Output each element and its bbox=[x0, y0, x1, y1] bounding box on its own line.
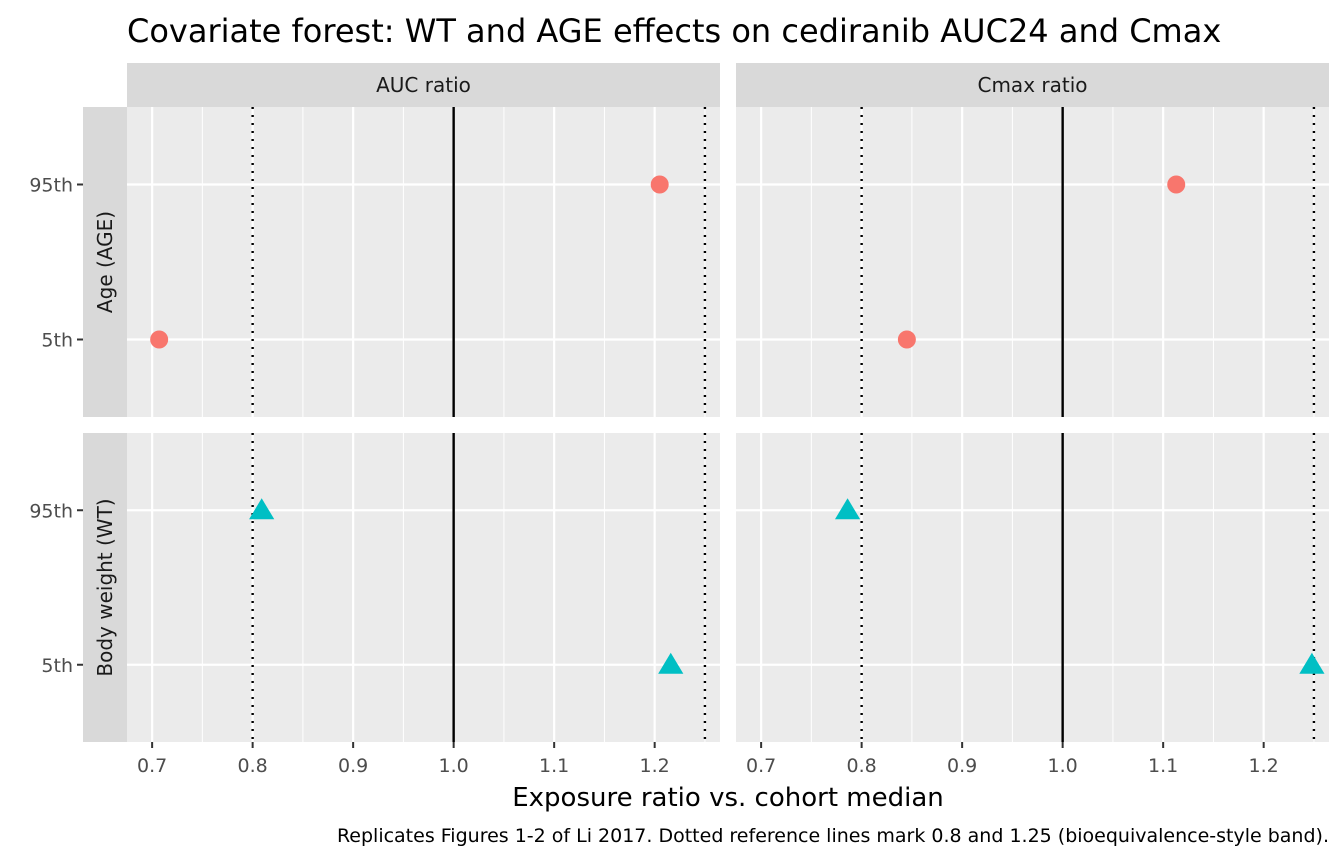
data-point-triangle bbox=[249, 498, 275, 520]
panel-background bbox=[736, 107, 1329, 417]
row-strip-label: Age (AGE) bbox=[93, 211, 117, 313]
panel-background bbox=[736, 433, 1329, 742]
facet-panels: AUC ratio Cmax ratio Age (AGE) Body weight … bbox=[29, 63, 1329, 777]
x-tick-label: 0.9 bbox=[947, 755, 977, 777]
column-strip bbox=[127, 63, 720, 107]
y-tick-label: 95th bbox=[29, 500, 73, 522]
x-tick-label: 0.9 bbox=[338, 755, 368, 777]
panel-background bbox=[127, 107, 720, 417]
panel-4 bbox=[736, 433, 1329, 742]
column-strip bbox=[736, 63, 1329, 107]
x-axis-title: Exposure ratio vs. cohort median bbox=[512, 783, 944, 813]
row-strip bbox=[83, 433, 127, 742]
column-strip-label: AUC ratio bbox=[376, 73, 471, 97]
data-point-circle bbox=[1167, 175, 1186, 194]
x-tick-label: 0.8 bbox=[847, 755, 877, 777]
column-strip-label: Cmax ratio bbox=[977, 73, 1087, 97]
row-strip-label: Body weight (WT) bbox=[93, 498, 117, 676]
x-tick-label: 0.7 bbox=[746, 755, 776, 777]
x-tick-label: 0.7 bbox=[137, 755, 167, 777]
row-strip bbox=[83, 107, 127, 417]
panel-2 bbox=[736, 107, 1329, 417]
data-point-triangle bbox=[1299, 652, 1325, 674]
panel-3 bbox=[127, 433, 720, 742]
data-point-circle bbox=[650, 175, 669, 194]
panel-1 bbox=[127, 107, 720, 417]
data-point-circle bbox=[897, 330, 916, 349]
x-tick-label: 0.8 bbox=[238, 755, 268, 777]
y-tick-label: 5th bbox=[41, 655, 73, 677]
chart-title: Covariate forest: WT and AGE effects on … bbox=[127, 12, 1221, 50]
x-tick-label: 1.2 bbox=[1249, 755, 1279, 777]
data-point-triangle bbox=[834, 498, 861, 520]
x-tick-label: 1.2 bbox=[640, 755, 670, 777]
x-tick-label: 1.1 bbox=[1148, 755, 1178, 777]
y-tick-label: 95th bbox=[29, 175, 73, 197]
x-tick-label: 1.1 bbox=[539, 755, 569, 777]
chart-caption: Replicates Figures 1-2 of Li 2017. Dotte… bbox=[337, 825, 1329, 847]
panel-background bbox=[127, 433, 720, 742]
data-point-triangle bbox=[658, 652, 684, 674]
x-tick-label: 1.0 bbox=[439, 755, 469, 777]
x-tick-label: 1.0 bbox=[1048, 755, 1078, 777]
data-point-circle bbox=[150, 330, 169, 349]
y-tick-label: 5th bbox=[41, 330, 73, 352]
